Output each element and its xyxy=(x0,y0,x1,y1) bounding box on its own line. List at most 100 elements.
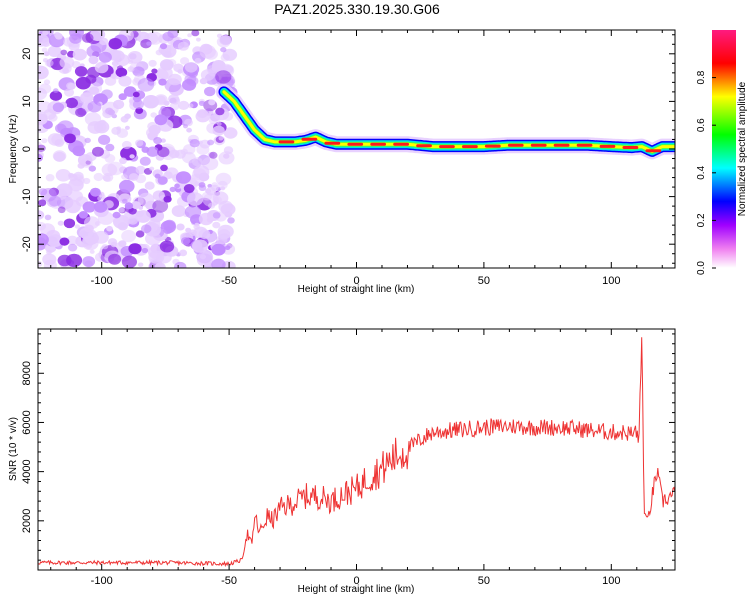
noise-blob xyxy=(159,43,168,50)
noise-blob xyxy=(38,221,46,231)
noise-blob xyxy=(121,174,128,180)
noise-blob xyxy=(208,114,221,125)
noise-blob xyxy=(44,59,54,67)
noise-blob xyxy=(198,100,206,106)
noise-blob xyxy=(40,188,57,202)
noise-blob xyxy=(183,184,195,193)
noise-blob xyxy=(57,206,66,214)
noise-blob xyxy=(110,73,117,79)
noise-blob xyxy=(38,144,46,152)
noise-blob xyxy=(135,139,144,147)
noise-blob xyxy=(128,59,134,65)
snr-xtick-label: 0 xyxy=(353,575,359,587)
noise-blob xyxy=(212,212,221,219)
noise-blob xyxy=(57,120,74,134)
spectrogram-xlabel: Height of straight line (km) xyxy=(298,284,415,295)
noise-blob xyxy=(177,69,183,74)
noise-blob xyxy=(217,224,234,239)
noise-blob xyxy=(218,136,224,141)
noise-blob xyxy=(183,124,188,129)
noise-blob xyxy=(196,109,208,119)
snr-ytick-label: 2000 xyxy=(21,509,33,533)
noise-blob xyxy=(80,157,93,168)
noise-blob xyxy=(162,31,174,42)
noise-blob xyxy=(220,47,227,53)
noise-blob xyxy=(86,45,101,58)
noise-blob xyxy=(38,65,49,80)
noise-blob xyxy=(49,90,63,101)
noise-blob xyxy=(43,51,50,57)
noise-blob xyxy=(220,53,230,62)
noise-blob xyxy=(63,218,76,229)
noise-blob xyxy=(132,66,145,77)
noise-blob xyxy=(102,172,114,182)
spectrogram-xtick-label: 0 xyxy=(353,275,359,287)
noise-blob xyxy=(199,77,208,85)
noise-blob xyxy=(144,181,155,190)
spectrogram-ridge xyxy=(216,83,675,160)
noise-blob xyxy=(84,224,94,233)
noise-blob xyxy=(194,57,202,64)
noise-blob xyxy=(180,57,190,65)
noise-blob xyxy=(101,101,119,116)
noise-blob xyxy=(59,237,70,246)
noise-blob xyxy=(187,33,193,38)
noise-blob xyxy=(119,179,135,193)
noise-blob xyxy=(216,121,222,126)
noise-blob xyxy=(65,97,78,109)
noise-blob xyxy=(74,66,88,77)
noise-blob xyxy=(137,192,155,207)
noise-blob xyxy=(101,244,109,250)
noise-blob xyxy=(87,100,102,113)
colorbar-ticks: 0.0 0.2 0.4 0.6 0.8 xyxy=(696,70,716,275)
noise-blob xyxy=(38,261,43,267)
snr-ylabel: SNR (10 * v/v) xyxy=(8,417,19,481)
noise-blob xyxy=(108,38,123,50)
noise-blob xyxy=(47,234,63,248)
noise-blob xyxy=(93,201,108,213)
noise-blob xyxy=(148,260,164,268)
noise-blob xyxy=(81,33,94,43)
noise-blob xyxy=(69,33,82,44)
noise-blob xyxy=(66,235,78,245)
noise-blob xyxy=(60,49,68,56)
noise-blob xyxy=(186,127,193,133)
noise-blob xyxy=(132,99,144,110)
noise-blob xyxy=(117,65,124,71)
noise-blob xyxy=(67,243,78,252)
noise-blob xyxy=(46,249,52,255)
noise-blob xyxy=(48,113,58,122)
noise-blob xyxy=(127,216,138,225)
noise-blob xyxy=(152,199,169,213)
noise-blob xyxy=(196,37,201,42)
noise-blob xyxy=(159,240,175,253)
noise-blob xyxy=(209,151,218,159)
noise-blob xyxy=(135,174,147,184)
noise-blob xyxy=(98,134,111,145)
noise-blob xyxy=(78,211,88,219)
noise-blob xyxy=(82,201,97,213)
spectrogram-xtick-label: 100 xyxy=(602,275,620,287)
noise-blob xyxy=(84,137,91,144)
noise-blob xyxy=(66,82,75,90)
noise-blob xyxy=(72,48,87,61)
noise-blob xyxy=(118,240,127,248)
noise-blob xyxy=(211,243,226,256)
noise-blob xyxy=(202,156,219,171)
noise-blob xyxy=(161,61,171,69)
noise-blob xyxy=(158,78,167,86)
noise-blob xyxy=(135,230,145,238)
noise-blob xyxy=(64,88,75,97)
noise-blob xyxy=(224,245,231,250)
noise-blob xyxy=(191,157,203,167)
noise-blob xyxy=(118,193,132,204)
noise-blob xyxy=(168,94,180,104)
noise-blob xyxy=(148,124,161,135)
noise-blob xyxy=(101,89,113,100)
spectrogram-ytick-label: -10 xyxy=(21,189,33,205)
noise-blob xyxy=(141,247,149,254)
noise-blob xyxy=(148,250,165,264)
noise-blob xyxy=(118,93,127,101)
noise-blob xyxy=(54,33,63,40)
